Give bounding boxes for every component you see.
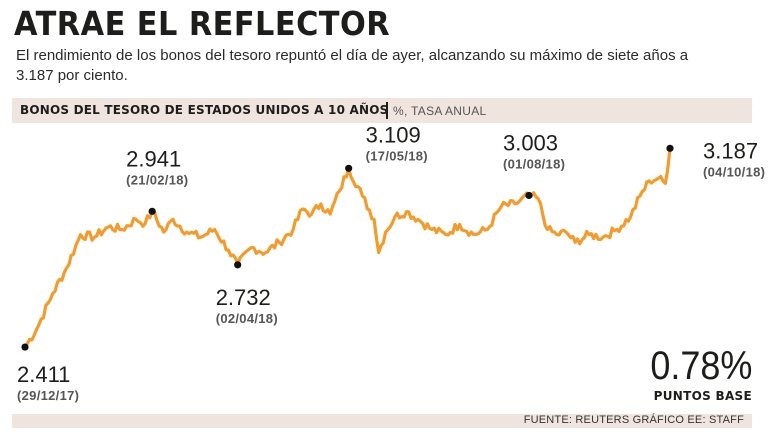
peak-marker-0 (21, 343, 29, 351)
basis-points-label: PUNTOS BASE (653, 389, 752, 403)
annotation-date-0: (29/12/17) (17, 388, 79, 403)
peak-marker-1 (148, 207, 156, 215)
source-credit: FUENTE: REUTERS GRÁFICO EE: STAFF (523, 414, 744, 426)
band-divider (386, 102, 388, 119)
annotation-value-0: 2.411 (17, 362, 70, 387)
annotation-value-4: 3.003 (503, 130, 558, 155)
series-header-band: BONOS DEL TESORO DE ESTADOS UNIDOS A 10 … (12, 98, 752, 123)
annotation-value-1: 2.941 (126, 146, 181, 171)
series-title: BONOS DEL TESORO DE ESTADOS UNIDOS A 10 … (20, 103, 389, 117)
peak-marker-4 (525, 191, 533, 200)
annotation-value-3: 3.109 (366, 122, 421, 147)
annotation-value-2: 2.732 (216, 285, 271, 310)
annotation-date-2: (02/04/18) (216, 311, 278, 326)
annotation-date-3: (17/05/18) (366, 148, 428, 163)
peak-marker-2 (234, 261, 242, 269)
yield-series-line (23, 146, 672, 349)
footer-band: FUENTE: REUTERS GRÁFICO EE: STAFF (12, 414, 752, 428)
annotation-group: 2.411(29/12/17) 2.941(21/02/18) 2.732(02/0… (17, 122, 765, 403)
series-unit: %, TASA ANUAL (393, 104, 487, 118)
annotation-value-5: 3.187 (703, 138, 758, 163)
basis-points-value: 0.78% (649, 344, 752, 388)
peak-marker-5 (666, 144, 674, 152)
peak-marker-3 (345, 164, 353, 172)
chart-title: ATRAE EL REFLECTOR (14, 4, 391, 43)
annotation-date-1: (21/02/18) (126, 172, 188, 187)
chart-subtitle: El rendimiento de los bonos del tesoro r… (16, 47, 689, 84)
annotation-date-4: (01/08/18) (503, 156, 565, 171)
annotation-date-5: (04/10/18) (703, 164, 765, 179)
